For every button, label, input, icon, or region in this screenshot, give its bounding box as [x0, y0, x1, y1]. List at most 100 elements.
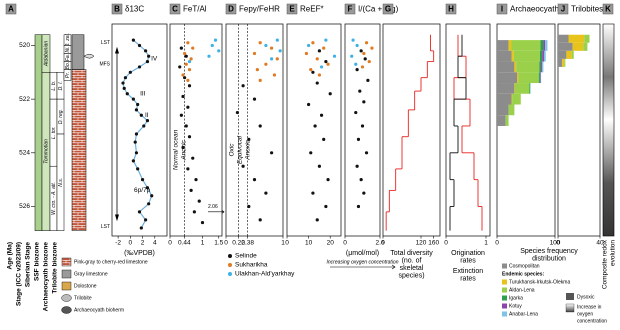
x-tick-label: 120 [416, 240, 427, 247]
data-point [247, 137, 251, 141]
stacked-segment [508, 40, 512, 51]
legend-label: Dysoxic [577, 294, 595, 300]
legend-label: Turukhansk-Irkutsk-Olekma [509, 279, 570, 285]
data-point [358, 89, 362, 93]
x-tick-label: 1 [281, 240, 285, 247]
data-point [355, 164, 359, 168]
data-point [363, 57, 367, 61]
x-tick-label: 2.6 [375, 240, 384, 247]
data-point [317, 164, 321, 168]
data-point [319, 113, 324, 117]
panel-letter: G [385, 5, 391, 14]
x-tick-label: 0 [224, 240, 228, 247]
data-point [356, 137, 361, 141]
bioherm [83, 53, 95, 59]
stacked-segment [558, 58, 563, 67]
panel-title: δ13C [125, 5, 144, 14]
annotation: III [140, 90, 146, 97]
legend-icon [61, 306, 72, 314]
panel-title: FeT/Al [183, 5, 207, 14]
data-point [270, 151, 274, 155]
legend-label: Igarka [509, 295, 523, 301]
data-point [315, 218, 319, 222]
zone-name: Fa. [65, 54, 71, 61]
data-point [128, 70, 132, 74]
data-point [194, 178, 198, 182]
zone-name: L. tor. [51, 126, 57, 139]
stacked-segment [505, 115, 509, 126]
data-point [362, 51, 366, 56]
redox-bar [602, 23, 615, 237]
data-point [324, 59, 328, 64]
column-label: Siberian Stage [25, 242, 32, 288]
y-tick-label: 526 [19, 203, 30, 210]
stacked-segment [558, 42, 573, 51]
data-point [140, 178, 145, 182]
column-label: Stage (ICC v2023/09) [16, 242, 23, 306]
data-point [364, 151, 369, 155]
data-point [184, 54, 188, 58]
data-point [213, 38, 218, 42]
x-tick-label: 0 [556, 240, 560, 247]
legend-label: Increase in [577, 304, 602, 310]
stacked-segment [508, 104, 515, 116]
stacked-segment [543, 50, 546, 62]
x-axis-label: distribution [532, 255, 566, 262]
data-point [122, 86, 126, 91]
panel-letter: A [8, 5, 14, 14]
data-point [307, 102, 311, 107]
data-point [332, 54, 337, 58]
x-tick-label: 1 [484, 240, 488, 247]
data-point [258, 41, 262, 45]
stacked-segment [564, 58, 566, 67]
panel-letter: J [561, 5, 565, 14]
data-point [258, 218, 262, 222]
data-point [355, 68, 359, 72]
panel-frame [111, 23, 168, 237]
data-point [189, 57, 193, 61]
data-point [258, 124, 262, 128]
stacked-segment [497, 40, 509, 51]
stacked-segment [545, 40, 548, 51]
data-point [181, 73, 185, 77]
data-point [136, 167, 140, 171]
stacked-segment [512, 93, 521, 105]
x-axis-label: (μmol/mol) [346, 250, 379, 257]
stacked-segment [583, 42, 588, 51]
legend-swatch [61, 281, 72, 291]
data-point [187, 68, 192, 72]
panel-frame [344, 23, 381, 237]
y-tick-label: 520 [19, 42, 30, 49]
x-tick-label: 4 [153, 240, 157, 247]
data-point [309, 151, 313, 155]
legend-swatch [502, 303, 507, 309]
data-point [144, 218, 148, 222]
stacked-segment [540, 72, 542, 84]
panel-title: Archaeocyaths [510, 5, 563, 14]
x-tick-label: 0 [129, 240, 133, 247]
data-point [252, 178, 257, 182]
panel-letter-box [445, 3, 457, 15]
data-point [186, 78, 190, 82]
data-point [247, 204, 251, 209]
stacked-segment [568, 34, 585, 43]
panel-frame [496, 23, 556, 237]
data-point [362, 100, 366, 104]
x-tick-label: 1 [201, 240, 205, 247]
arrow [330, 264, 396, 270]
column-label: Age (Ma) [7, 242, 14, 269]
data-point [360, 124, 365, 128]
data-point [142, 124, 146, 128]
panel-letter: F [348, 5, 353, 14]
x-axis-label: Origination [451, 250, 485, 257]
stacked-segment [539, 72, 541, 84]
data-point [131, 97, 135, 101]
legend-label: Selinde [235, 253, 257, 260]
panel-frame [225, 23, 284, 237]
panel-letter-box [557, 3, 569, 15]
data-point [258, 78, 262, 82]
zone-box [56, 133, 65, 231]
data-point [241, 84, 245, 88]
data-point [252, 97, 257, 101]
data-point [360, 65, 365, 69]
